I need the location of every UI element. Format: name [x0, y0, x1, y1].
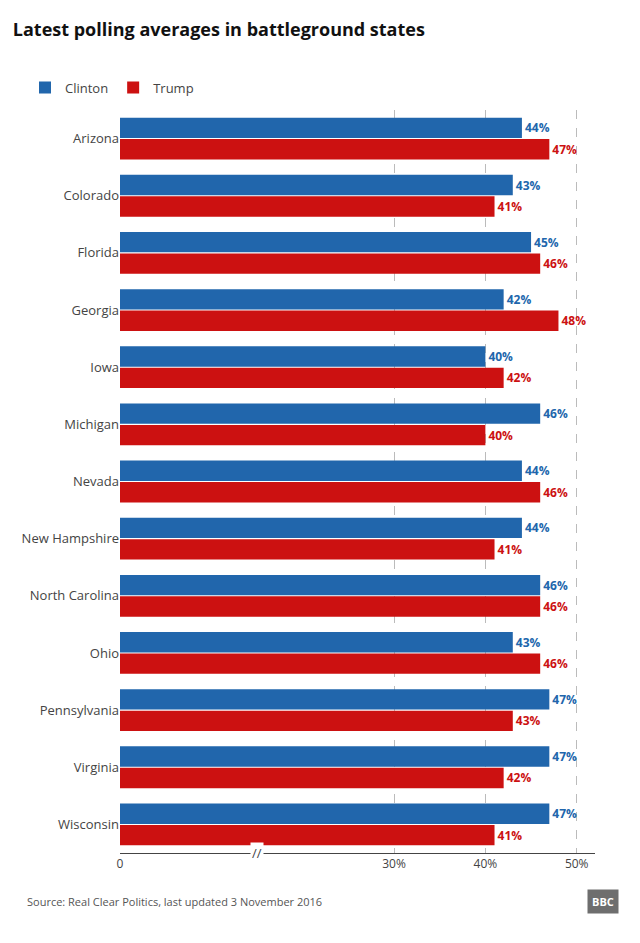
svg-text:Trump: Trump	[153, 79, 193, 97]
svg-text:41%: 41%	[498, 541, 523, 558]
svg-text:Wisconsin: Wisconsin	[58, 815, 119, 833]
svg-text:New Hampshire: New Hampshire	[22, 529, 119, 547]
svg-text:44%: 44%	[525, 119, 550, 136]
svg-text:44%: 44%	[525, 519, 550, 536]
svg-text:48%: 48%	[561, 312, 586, 329]
svg-text:Michigan: Michigan	[64, 415, 119, 433]
svg-text:46%: 46%	[543, 598, 568, 615]
svg-text:47%: 47%	[552, 141, 577, 158]
svg-text:43%: 43%	[516, 177, 541, 194]
svg-text:46%: 46%	[543, 655, 568, 672]
svg-text:Source: Real Clear Politics, l: Source: Real Clear Politics, last update…	[27, 894, 322, 909]
svg-text:44%: 44%	[525, 462, 550, 479]
svg-text:Georgia: Georgia	[72, 301, 119, 319]
svg-text:46%: 46%	[543, 484, 568, 501]
svg-text:Pennsylvania: Pennsylvania	[40, 701, 119, 719]
svg-text:Clinton: Clinton	[65, 79, 108, 97]
svg-text:40%: 40%	[488, 427, 513, 444]
svg-text:46%: 46%	[543, 405, 568, 422]
svg-text:42%: 42%	[507, 369, 532, 386]
svg-text:45%: 45%	[534, 234, 559, 251]
svg-text:Colorado: Colorado	[64, 186, 120, 204]
svg-text:Iowa: Iowa	[90, 358, 119, 376]
svg-text:47%: 47%	[552, 691, 577, 708]
svg-text:50%: 50%	[565, 855, 589, 872]
svg-text:BBC: BBC	[592, 894, 614, 909]
svg-text:40%: 40%	[474, 855, 498, 872]
svg-text:42%: 42%	[507, 769, 532, 786]
svg-text:47%: 47%	[552, 748, 577, 765]
svg-text:41%: 41%	[498, 827, 523, 844]
svg-text:42%: 42%	[507, 291, 532, 308]
svg-text:0: 0	[117, 855, 124, 872]
svg-text:43%: 43%	[516, 712, 541, 729]
svg-text:North Carolina: North Carolina	[30, 586, 119, 604]
svg-text://: //	[252, 844, 262, 862]
svg-text:47%: 47%	[552, 805, 577, 822]
svg-text:Virginia: Virginia	[74, 758, 119, 776]
svg-text:Arizona: Arizona	[73, 129, 119, 147]
svg-text:Florida: Florida	[77, 243, 119, 261]
svg-text:46%: 46%	[543, 577, 568, 594]
svg-text:30%: 30%	[382, 855, 406, 872]
svg-text:46%: 46%	[543, 255, 568, 272]
svg-text:Ohio: Ohio	[90, 644, 119, 662]
svg-text:40%: 40%	[488, 348, 513, 365]
svg-text:Nevada: Nevada	[73, 472, 119, 490]
svg-text:Latest polling averages in bat: Latest polling averages in battleground …	[13, 17, 425, 41]
svg-text:43%: 43%	[516, 634, 541, 651]
svg-text:41%: 41%	[498, 198, 523, 215]
